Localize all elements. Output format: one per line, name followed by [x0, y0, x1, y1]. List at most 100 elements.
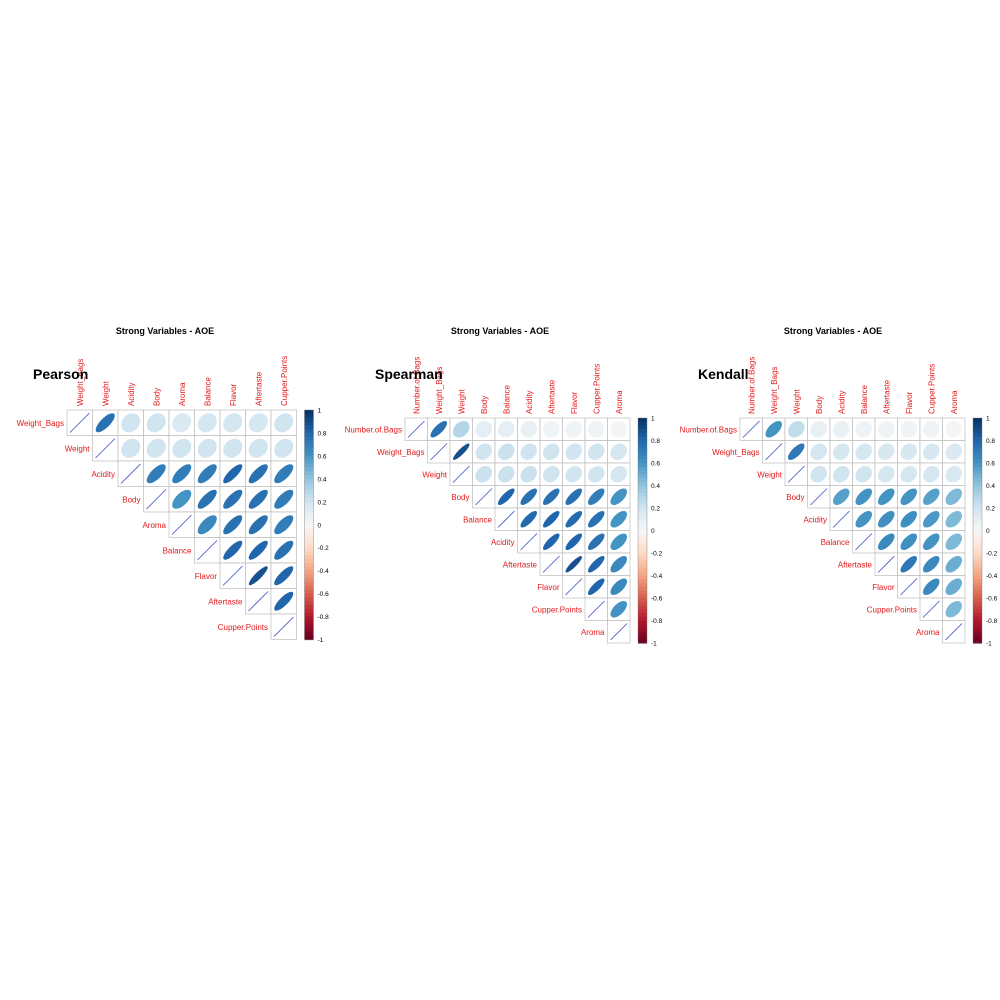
colorbar-segment — [973, 590, 982, 595]
correlation-ellipse — [452, 420, 470, 438]
correlation-ellipse — [520, 420, 538, 438]
column-label: Weight — [792, 388, 801, 414]
correlation-ellipse — [520, 443, 538, 461]
correlation-ellipse — [497, 465, 515, 483]
column-label: Aftertaste — [254, 371, 263, 406]
correlation-ellipse — [587, 510, 605, 528]
correlation-ellipse — [542, 488, 560, 506]
column-label: Aroma — [615, 390, 624, 414]
colorbar-segment — [973, 485, 982, 490]
colorbar-segment — [638, 523, 647, 528]
colorbar-segment — [304, 566, 314, 572]
correlation-ellipse — [945, 533, 963, 551]
row-label: Acidity — [803, 515, 827, 524]
colorbar-tick-label: -0.2 — [318, 545, 330, 552]
row-label: Number.of.Bags — [345, 425, 402, 434]
colorbar-segment — [973, 568, 982, 573]
correlation-ellipse — [565, 465, 583, 483]
correlation-ellipse — [855, 443, 873, 461]
colorbar-segment — [973, 421, 982, 427]
colorbar-segment — [638, 545, 647, 550]
colorbar-segment — [638, 541, 647, 547]
correlation-ellipse — [832, 465, 850, 483]
correlation-ellipse — [922, 420, 940, 438]
colorbar-segment — [304, 616, 314, 621]
colorbar-segment — [304, 452, 314, 457]
colorbar-segment — [638, 613, 647, 618]
colorbar-segment — [973, 598, 982, 603]
correlation-ellipse — [95, 413, 115, 433]
colorbar-segment — [973, 500, 982, 505]
colorbar-segment — [973, 628, 982, 633]
colorbar-segment — [973, 455, 982, 460]
row-label: Cupper.Points — [867, 605, 917, 614]
colorbar-segment — [638, 639, 647, 644]
correlation-ellipse — [248, 464, 268, 484]
colorbar-tick-label: -1 — [651, 641, 657, 648]
colorbar-tick-label: 0.2 — [986, 506, 995, 513]
colorbar-segment — [304, 421, 314, 426]
colorbar-segment — [638, 583, 647, 588]
correlation-ellipse — [172, 489, 192, 509]
correlation-ellipse — [497, 488, 515, 506]
colorbar-segment — [304, 513, 314, 518]
correlation-ellipse — [900, 443, 918, 461]
correlation-ellipse — [248, 438, 268, 458]
colorbar-segment — [973, 448, 982, 453]
column-label: Weight — [101, 380, 110, 406]
colorbar-segment — [638, 478, 647, 483]
colorbar-segment — [638, 519, 647, 524]
colorbar-segment — [638, 500, 647, 505]
correlation-ellipse — [274, 540, 294, 560]
colorbar-segment — [638, 631, 647, 637]
row-label: Weight — [422, 470, 448, 479]
column-label: Acidity — [127, 382, 136, 406]
row-label: Aftertaste — [208, 597, 243, 606]
colorbar-tick-label: 0.8 — [651, 438, 660, 445]
correlation-ellipse — [610, 420, 628, 438]
correlation-ellipse — [922, 555, 940, 573]
diagonal-mark — [497, 510, 515, 528]
row-label: Weight — [65, 444, 91, 453]
column-label: Cupper.Points — [927, 364, 936, 414]
row-label: Aftertaste — [503, 560, 538, 569]
colorbar-tick-label: 0.8 — [986, 438, 995, 445]
correlation-ellipse — [223, 464, 243, 484]
colorbar-segment — [638, 511, 647, 517]
colorbar-segment — [304, 631, 314, 637]
diagonal-mark — [69, 412, 90, 433]
colorbar-segment — [973, 583, 982, 588]
correlation-ellipse — [223, 489, 243, 509]
colorbar-tick-label: 0.4 — [651, 483, 660, 490]
correlation-ellipse — [787, 420, 805, 438]
correlation-ellipse — [274, 438, 294, 458]
diagonal-mark — [765, 443, 783, 461]
colorbar-tick-label: -0.8 — [651, 618, 663, 625]
colorbar-segment — [304, 448, 314, 453]
colorbar-segment — [638, 489, 647, 494]
correlation-ellipse — [248, 489, 268, 509]
colorbar-segment — [638, 433, 647, 438]
correlation-ellipse — [810, 420, 828, 438]
correlation-ellipse — [223, 438, 243, 458]
method-label: Pearson — [33, 366, 89, 382]
diagonal-mark — [945, 623, 963, 641]
correlation-ellipse — [900, 510, 918, 528]
correlation-ellipse — [810, 465, 828, 483]
correlation-ellipse — [610, 555, 628, 573]
row-label: Balance — [821, 538, 850, 547]
colorbar-segment — [973, 508, 982, 513]
correlation-ellipse — [520, 510, 538, 528]
diagonal-mark — [610, 623, 628, 641]
colorbar-segment — [304, 593, 314, 599]
row-label: Aroma — [916, 628, 940, 637]
colorbar-segment — [304, 497, 314, 503]
correlation-ellipse — [542, 443, 560, 461]
colorbar-segment — [304, 482, 314, 488]
colorbar-tick-label: 0.4 — [986, 483, 995, 490]
correlation-ellipse — [587, 578, 605, 596]
colorbar-segment — [973, 463, 982, 468]
colorbar-segment — [638, 463, 647, 468]
diagonal-mark — [810, 488, 828, 506]
correlation-ellipse — [520, 488, 538, 506]
